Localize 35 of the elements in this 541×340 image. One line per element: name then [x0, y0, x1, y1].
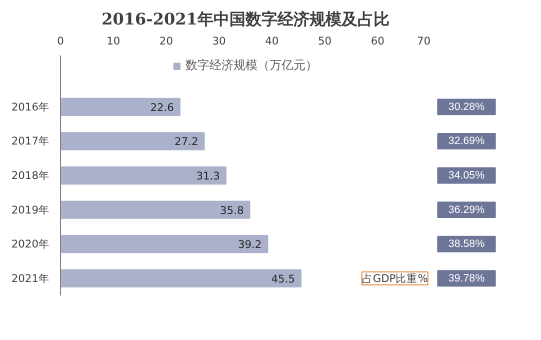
y-tick-label: 2016年: [11, 100, 50, 114]
annotation: 占GDP比重%: [362, 272, 428, 285]
data-label: 31.3: [196, 170, 220, 182]
bar: [60, 235, 268, 254]
text: 32.69%: [448, 135, 486, 148]
y-tick-label: 2019年: [11, 203, 50, 216]
legend-label: 数字经济规模（万亿元）: [186, 57, 318, 74]
text: 34.05%: [448, 170, 486, 182]
text: 38.58%: [448, 238, 486, 250]
text: 30.28%: [448, 100, 486, 113]
bar: [60, 200, 250, 219]
x-tick-label: 50: [318, 34, 332, 48]
x-tick-label: 10: [106, 34, 120, 48]
y-tick-label: 2018年: [11, 169, 50, 182]
data-label: 39.2: [238, 238, 262, 252]
data-label: 35.8: [220, 204, 244, 217]
text: 36.29%: [448, 204, 486, 216]
y-tick-label: 2021年: [11, 272, 50, 285]
bar: [60, 98, 180, 116]
data-label: 27.2: [174, 135, 198, 148]
bar: [60, 132, 205, 150]
chart-title: 2016-2021年中国数字经济规模及占比: [102, 10, 390, 28]
y-tick-label: 2020年: [11, 238, 50, 251]
bar: [60, 166, 226, 185]
x-tick-label: 0: [57, 34, 64, 48]
bar: [60, 269, 302, 288]
text: 39.78%: [448, 272, 486, 284]
x-tick-label: 60: [370, 34, 385, 48]
data-label: 45.5: [271, 272, 296, 286]
x-tick-label: 70: [416, 34, 431, 48]
x-tick-label: 40: [265, 34, 279, 48]
x-tick-label: 30: [212, 34, 226, 48]
data-label: 22.6: [150, 100, 174, 114]
y-tick-label: 2017年: [11, 134, 50, 148]
x-tick-label: 20: [159, 34, 174, 48]
